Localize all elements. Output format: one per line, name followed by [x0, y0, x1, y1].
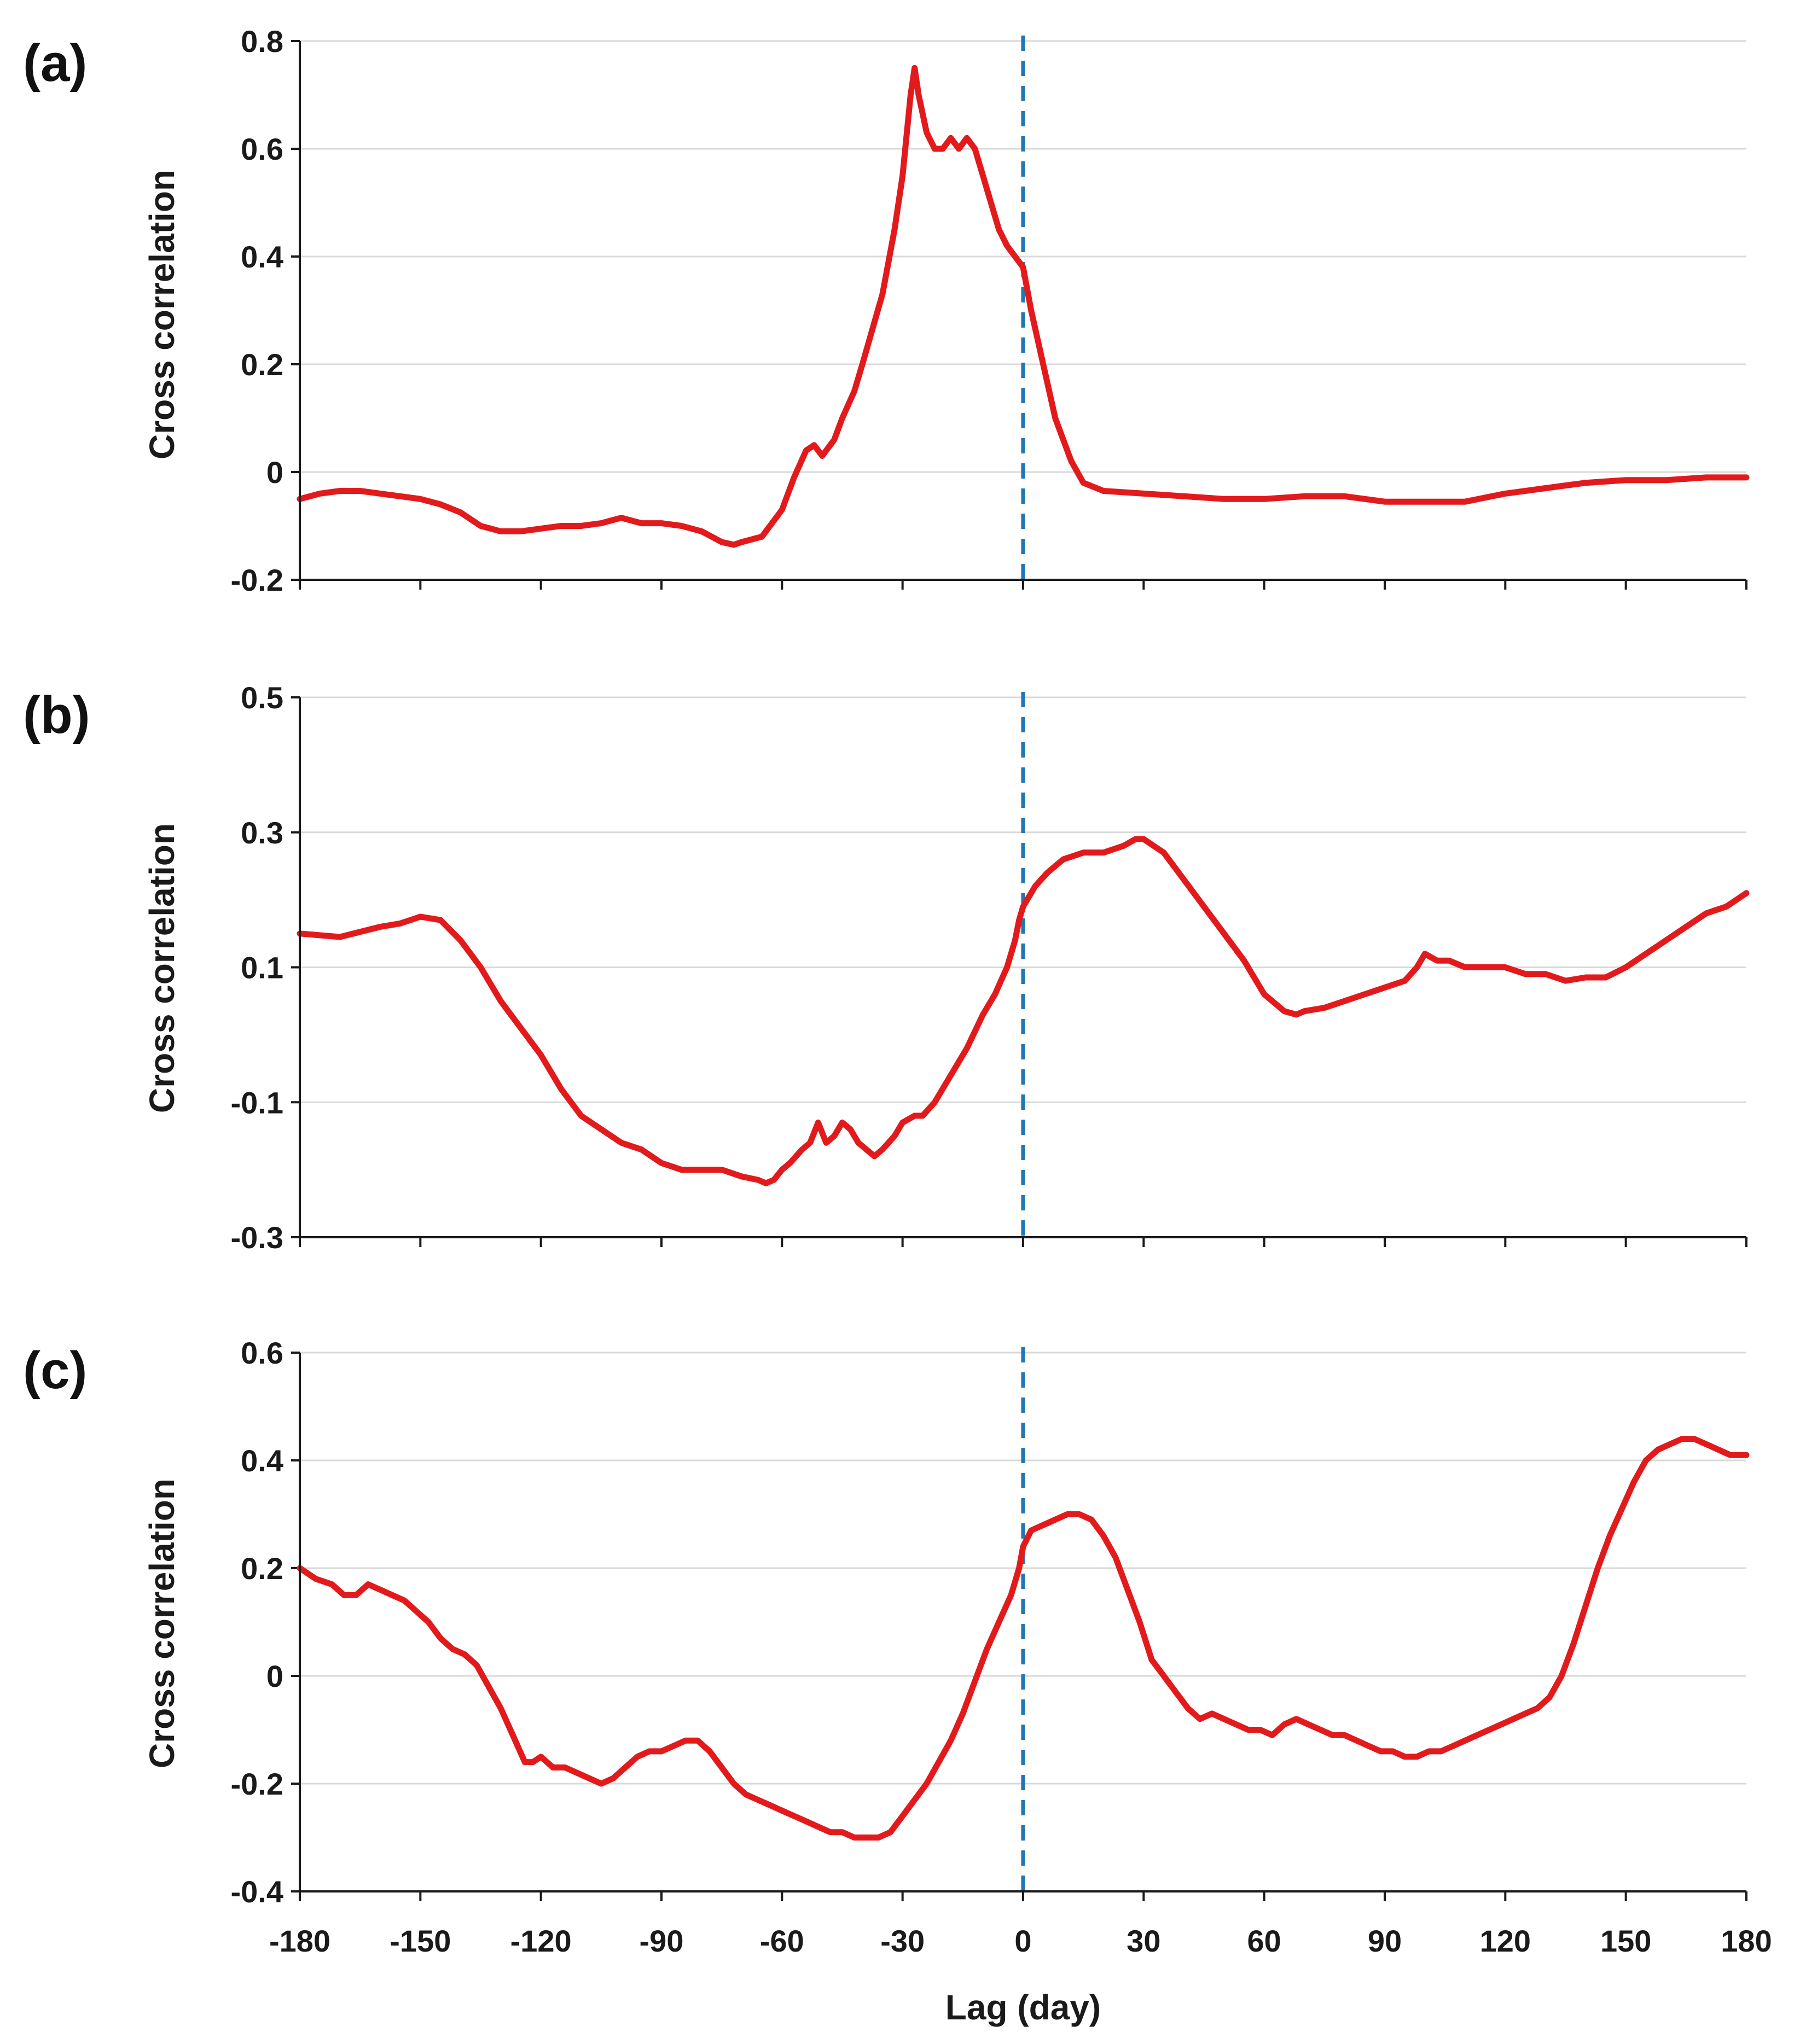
x-tick-label: -150	[390, 1924, 451, 1958]
y-ticks-c: -0.4 -0.2 0 0.2 0.4 0.6	[231, 1336, 300, 1909]
cross-correlation-series-line-c	[297, 1436, 1750, 1841]
y-tick-label-a: 0.8	[241, 24, 283, 59]
panel-label-b: (b)	[23, 686, 90, 744]
x-tick-label: 150	[1600, 1924, 1651, 1958]
x-tick-labels: -180 -150 -120 -90 -60 -30 0 30 60 90 120 150 180	[269, 1924, 1772, 1958]
x-axis-title: Lag (day)	[945, 1988, 1101, 2027]
y-tick-label-b: 0.1	[241, 951, 283, 985]
y-axis-title-a: Cross correlation	[142, 170, 182, 459]
panel-a: (a) Cross correlation -0.2 0 0.2 0.4 0.6 0.8	[23, 24, 1750, 597]
y-tick-label-b: -0.1	[231, 1085, 284, 1120]
cross-correlation-series-line-a	[297, 65, 1750, 548]
y-tick-label-c: -0.2	[231, 1767, 284, 1801]
x-tick-label: 180	[1721, 1924, 1772, 1958]
y-tick-label-b: -0.3	[231, 1220, 284, 1255]
x-tickmarks-a	[299, 580, 1747, 590]
y-tick-label-b: 0.3	[241, 816, 283, 850]
y-tick-label-a: 0	[266, 455, 283, 490]
y-tick-label-a: -0.2	[231, 563, 284, 597]
x-tick-label: -90	[640, 1924, 684, 1958]
y-tick-label-a: 0.2	[241, 347, 283, 382]
x-tick-label: -120	[510, 1924, 572, 1958]
x-tick-label: -60	[760, 1924, 804, 1958]
panel-label-a: (a)	[23, 34, 87, 92]
x-tickmarks-b	[299, 1237, 1747, 1247]
y-axis-title-c: Cross correlation	[142, 1478, 182, 1768]
y-tick-label-c: 0.6	[241, 1336, 283, 1370]
y-tick-label-c: 0.4	[241, 1443, 283, 1478]
y-tick-label-c: 0.2	[241, 1551, 283, 1586]
y-tick-label-a: 0.4	[241, 240, 283, 274]
cross-correlation-series-line-b	[297, 836, 1750, 1186]
panel-label-c: (c)	[23, 1341, 87, 1400]
y-tick-label-a: 0.6	[241, 132, 283, 166]
y-tick-label-c: 0	[266, 1659, 283, 1693]
x-tick-label: 90	[1368, 1924, 1402, 1958]
x-tick-label: 60	[1247, 1924, 1281, 1958]
x-tick-label: 0	[1014, 1924, 1031, 1958]
x-tick-label: 120	[1480, 1924, 1531, 1958]
panel-c: (c) Cross correlation -0.4 -0.2 0 0.2 0.4 0.6…	[23, 1336, 1772, 2027]
panel-b: (b) Cross correlation -0.3 -0.1 0.1 0.3 0.5	[23, 680, 1750, 1255]
x-tick-label: -180	[269, 1924, 330, 1958]
x-tick-label: -30	[880, 1924, 925, 1958]
x-tickmarks-c	[299, 1891, 1747, 1901]
x-tick-label: 30	[1127, 1924, 1160, 1958]
y-ticks-b: -0.3 -0.1 0.1 0.3 0.5	[231, 680, 300, 1255]
y-ticks-a: -0.2 0 0.2 0.4 0.6 0.8	[231, 24, 300, 597]
y-axis-title-b: Cross correlation	[142, 823, 182, 1113]
y-tick-label-b: 0.5	[241, 680, 283, 715]
y-tick-label-c: -0.4	[231, 1874, 284, 1909]
